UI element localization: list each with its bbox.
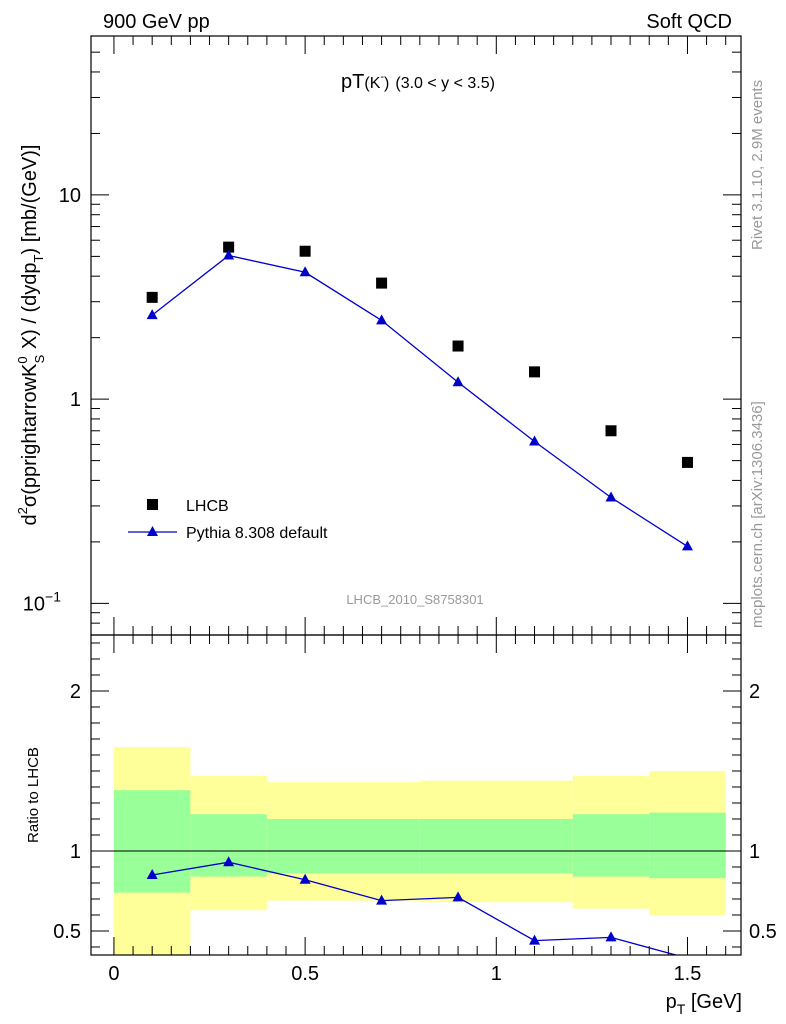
ratio-data-point — [529, 934, 541, 945]
ratio-data-point — [299, 873, 311, 884]
ratio-panel: 0.5 0.5 1 1 2 2 0 0.5 1 1.5 Ratio to LHCB pT [GeV… — [25, 634, 777, 1017]
pythia-line-ratio — [152, 861, 679, 955]
inner-uncertainty-band — [649, 812, 726, 879]
main-axis-ticks — [91, 35, 741, 636]
inner-uncertainty-band — [572, 814, 650, 877]
title-paren: (K — [364, 75, 380, 92]
analysis-watermark: LHCB_2010_S8758301 — [346, 592, 483, 607]
ratio-y-tick-label-right: 0.5 — [749, 921, 777, 943]
x-tick-label: 1 — [491, 963, 502, 985]
ratio-tick-labels: 0.5 0.5 1 1 2 2 0 0.5 1 1.5 — [53, 681, 777, 985]
ratio-axis-ticks — [91, 635, 741, 955]
ratio-y-tick-label-right: 2 — [749, 681, 760, 703]
lhcb-data-point — [299, 245, 311, 257]
pythia-data-point — [452, 376, 464, 387]
xlabel-sub: T — [677, 1001, 686, 1017]
ylabel-subS: S — [32, 354, 47, 363]
x-tick-label: 0 — [108, 963, 119, 985]
ylabel-sup2: 2 — [15, 507, 30, 514]
ylabel-after: X) / (dydp — [19, 262, 41, 354]
main-data-marks — [146, 241, 693, 551]
ylabel-sup0: 0 — [15, 356, 30, 363]
ratio-data-point — [223, 856, 235, 867]
ratio-data-point — [376, 894, 388, 905]
ratio-y-tick-label-left: 1 — [70, 841, 81, 863]
x-axis-label: pT [GeV] — [666, 991, 742, 1017]
ratio-data-marks — [146, 856, 617, 945]
legend-pythia-marker — [147, 526, 158, 536]
title-close: ) — [384, 75, 389, 92]
ratio-frame — [90, 634, 742, 956]
ylabel-d: d — [19, 514, 41, 525]
main-y-tick-label: 10 — [59, 185, 81, 207]
pythia-data-point — [146, 309, 158, 320]
xlabel-unit: [GeV] — [685, 991, 742, 1013]
legend-lhcb-label: LHCB — [186, 498, 229, 515]
main-y-tick-label-base: 10 — [23, 593, 45, 615]
ratio-y-axis-label: Ratio to LHCB — [25, 747, 42, 843]
header-left: 900 GeV pp — [103, 11, 210, 33]
pythia-data-point — [376, 314, 388, 325]
title-main: pT — [341, 71, 364, 93]
mcplots-label: mcplots.cern.ch [arXiv:1306.3436] — [749, 401, 766, 628]
main-y-tick-label: 10−1 — [23, 588, 61, 615]
ratio-y-tick-label-right: 1 — [749, 841, 760, 863]
lhcb-data-point — [681, 456, 693, 468]
legend: LHCB Pythia 8.308 default — [128, 498, 328, 542]
ratio-y-tick-label-left: 2 — [70, 681, 81, 703]
ratio-y-tick-label-left: 0.5 — [53, 921, 81, 943]
title-range: (3.0 < y < 3.5) — [395, 75, 495, 92]
x-tick-label: 1.5 — [674, 963, 702, 985]
legend-pythia-label: Pythia 8.308 default — [186, 525, 328, 542]
pythia-line-main — [151, 254, 688, 547]
lhcb-data-point — [605, 425, 617, 437]
pythia-data-point — [605, 491, 617, 502]
lhcb-data-point — [529, 366, 541, 378]
main-y-tick-label: 1 — [70, 389, 81, 411]
ratio-series-line — [152, 861, 679, 955]
ylabel-subT: T — [31, 254, 46, 262]
inner-uncertainty-band — [266, 819, 420, 874]
lhcb-data-point — [223, 241, 235, 253]
ratio-data-point — [605, 931, 617, 942]
title-sup: - — [380, 71, 384, 83]
lhcb-data-point — [452, 340, 464, 352]
ylabel-mid: σ(pprightarrowK — [19, 363, 41, 507]
header-right: Soft QCD — [646, 11, 732, 33]
main-y-tick-label-exp: −1 — [45, 588, 61, 604]
ratio-data-point — [452, 891, 464, 902]
main-title: pT(K-) (3.0 < y < 3.5) — [341, 71, 495, 93]
lhcb-data-point — [146, 291, 158, 303]
pythia-data-point — [223, 249, 235, 260]
pythia-data-point — [299, 266, 311, 277]
x-tick-label: 0.5 — [291, 963, 319, 985]
pythia-data-point — [681, 540, 693, 551]
lhcb-data-point — [376, 277, 388, 289]
pythia-data-point — [529, 435, 541, 446]
rivet-version-label: Rivet 3.1.10, 2.9M events — [749, 80, 766, 250]
main-y-axis-label: d2σ(pprightarrowK0 S X) / (dydpT) [mb/(Ge… — [15, 144, 47, 525]
legend-lhcb-marker — [147, 499, 158, 510]
ylabel-end: ) [mb/(GeV)] — [19, 144, 41, 254]
main-frame — [90, 35, 742, 636]
inner-uncertainty-band — [419, 819, 573, 874]
pythia-series-line — [151, 254, 688, 547]
xlabel-p: p — [666, 991, 677, 1013]
ratio-data-point — [146, 869, 158, 879]
